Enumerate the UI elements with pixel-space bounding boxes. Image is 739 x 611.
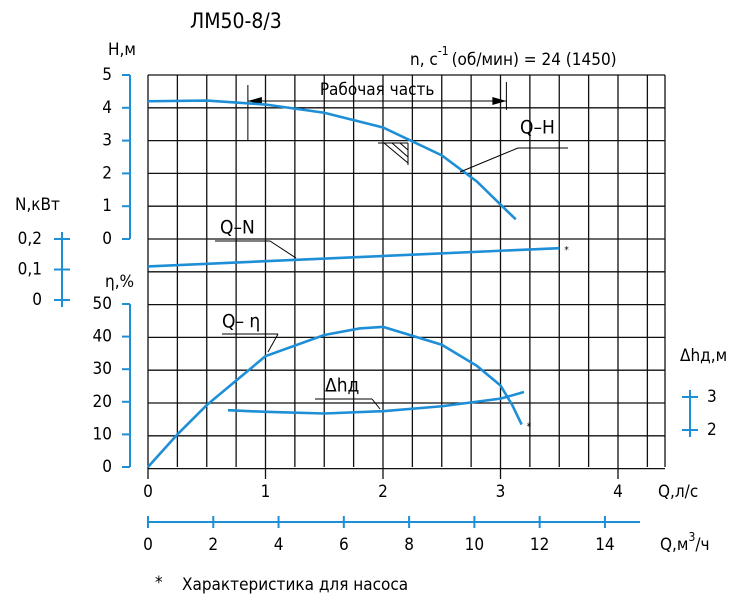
x-tick-label: 1	[261, 482, 271, 502]
y-tick-label: 40	[93, 327, 112, 347]
leader-line	[269, 240, 297, 259]
y-tick-label: 2	[707, 420, 717, 440]
leader-line	[267, 333, 279, 353]
footnote-mark: *	[155, 573, 163, 593]
curve	[147, 99, 517, 221]
y-tick-label: 30	[93, 359, 112, 379]
y-axis-label: Δhд,м	[680, 346, 727, 366]
leader-line	[459, 147, 519, 173]
y-tick-label: 10	[93, 424, 112, 444]
hatch	[378, 142, 409, 165]
y-tick-label: 0	[102, 229, 112, 249]
work-range-label: Рабочая часть	[320, 80, 435, 100]
series-label: Q– η	[222, 311, 260, 333]
x2-tick-label: 8	[404, 535, 414, 555]
y-axis-label: H,м	[108, 40, 136, 60]
subtitle-prefix: n, с	[410, 50, 438, 70]
y-tick-label: 0	[32, 290, 42, 310]
x2-tick-label: 0	[143, 535, 153, 555]
x2-tick-label: 2	[208, 535, 218, 555]
x-tick-label: 2	[378, 482, 388, 502]
end-mark: *	[527, 422, 532, 433]
x-tick-label: 3	[496, 482, 506, 502]
x-tick-label: 0	[143, 482, 153, 502]
x-axis-label: Q,л/с	[658, 482, 698, 502]
subtitle-suffix: (об/мин) = 24 (1450)	[452, 50, 617, 70]
chart-title: ЛМ50-8/3	[190, 9, 282, 33]
leader-line	[371, 398, 381, 410]
series-label: Δhд	[325, 375, 359, 397]
y-tick-label: 3	[102, 131, 112, 151]
end-mark: *	[564, 245, 569, 256]
y-tick-label: 0,2	[18, 229, 42, 249]
y-axis-label: η,%	[105, 272, 134, 292]
curve	[147, 246, 560, 268]
x2-label-suffix: /ч	[695, 535, 709, 555]
y-axis-label: N,кВт	[15, 195, 60, 215]
curve	[147, 325, 523, 468]
x2-axis-label: Q,м3/ч	[660, 530, 710, 556]
y-tick-label: 2	[102, 163, 112, 183]
y-tick-label: 3	[707, 387, 717, 407]
x2-tick-label: 4	[274, 535, 284, 555]
x2-label-sup: 3	[688, 530, 695, 544]
subtitle-sup: -1	[438, 44, 449, 58]
x2-tick-label: 14	[595, 535, 614, 555]
series-label: Q–H	[520, 117, 555, 139]
footnote: Характеристика для насоса	[182, 575, 408, 595]
x-tick-label: 4	[613, 482, 623, 502]
y-tick-label: 50	[93, 294, 112, 314]
subtitle: n, с-1 (об/мин) = 24 (1450)	[410, 44, 617, 71]
y-tick-label: 0	[102, 457, 112, 477]
x2-tick-label: 10	[465, 535, 484, 555]
x2-label-prefix: Q,м	[660, 535, 688, 555]
y-tick-label: 20	[93, 392, 112, 412]
y-tick-label: 5	[102, 65, 112, 85]
y-tick-label: 4	[102, 98, 112, 118]
x2-tick-label: 12	[530, 535, 549, 555]
series-label: Q–N	[220, 217, 255, 239]
y-tick-label: 1	[102, 196, 112, 216]
curve	[227, 390, 525, 415]
y-tick-label: 0,1	[18, 260, 42, 280]
x2-tick-label: 6	[339, 535, 349, 555]
